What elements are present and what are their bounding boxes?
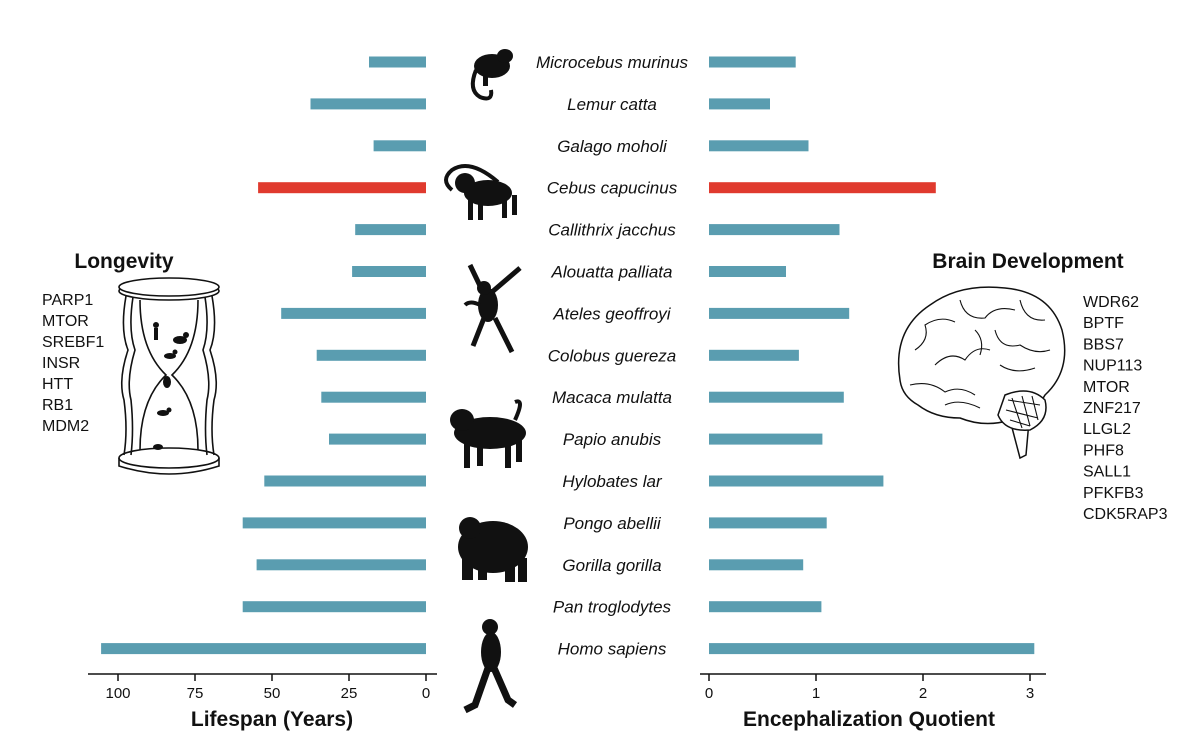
lifespan-bar [352,266,426,277]
hourglass-icon [118,277,220,475]
lifespan-axis: 100 75 50 25 0 Lifespan (Years) [88,673,437,731]
lifespan-tick-label: 100 [105,685,130,702]
brain-gene: NUP113 [1083,358,1142,375]
species-label: Lemur catta [567,95,657,114]
spider-monkey-icon [463,263,522,354]
lifespan-tick-label: 75 [187,685,204,702]
brain-gene: MTOR [1083,379,1130,396]
brain-icon [897,286,1066,460]
lifespan-bar [355,224,426,236]
eq-bar [709,98,770,110]
lifespan-bar [369,56,426,68]
eq-bar [709,266,786,277]
species-label: Alouatta palliata [551,263,673,282]
longevity-gene: HTT [42,376,73,393]
baboon-icon [450,399,526,468]
brain-gene: WDR62 [1083,294,1139,311]
eq-bar [709,601,822,613]
species-label: Cebus capucinus [547,179,678,198]
lifespan-tick-label: 50 [264,685,281,702]
species-label: Gorilla gorilla [562,556,661,575]
eq-bar [709,349,799,361]
eq-bar [709,224,840,236]
lifespan-tick-label: 0 [422,685,430,702]
lifespan-bar [321,391,426,403]
eq-tick-label: 0 [705,685,713,702]
brain-gene: CDK5RAP3 [1083,506,1168,523]
lifespan-bars [101,56,426,655]
eq-bar [709,517,827,529]
lifespan-bar [329,433,426,445]
species-label: Pongo abellii [563,514,662,533]
brain-gene: BBS7 [1083,336,1124,353]
longevity-title: Longevity [74,250,173,273]
eq-bar [709,307,850,319]
longevity-gene: SREBF1 [42,334,104,351]
lifespan-bar [310,98,426,110]
lifespan-bar [281,307,426,319]
lifespan-bar [373,140,426,152]
gorilla-icon [458,517,528,582]
lifespan-tick-label: 25 [341,685,358,702]
brain-gene: PHF8 [1083,442,1124,459]
brain-gene-list: WDR62 BPTF BBS7 NUP113 MTOR ZNF217 LLGL2 PHF8 SA… [1083,294,1168,523]
species-label: Callithrix jacchus [548,221,676,240]
eq-bar [709,559,804,571]
species-label: Homo sapiens [558,640,667,659]
brain-gene: LLGL2 [1083,421,1131,438]
eq-bars [709,56,1035,655]
lifespan-bar [256,559,426,571]
eq-axis-title: Encephalization Quotient [743,708,995,731]
brain-gene: PFKFB3 [1083,485,1144,502]
longevity-gene: INSR [42,355,80,372]
eq-bar [709,140,809,152]
mouse-lemur-icon [470,49,513,101]
primate-silhouettes [444,49,528,714]
lifespan-bar [258,182,426,194]
species-labels: Microcebus murinus Lemur catta Galago moho… [536,53,689,659]
eq-bar [709,475,884,487]
eq-bar [709,433,823,445]
longevity-gene: PARP1 [42,292,93,309]
eq-bar [709,643,1035,655]
species-label: Hylobates lar [562,472,663,491]
lifespan-bar [242,517,426,529]
lifespan-bar [264,475,426,487]
lifespan-bar [242,601,426,613]
lifespan-bar [101,643,426,655]
species-label: Ateles geoffroyi [552,304,671,323]
lifespan-bar [316,349,426,361]
species-label: Colobus guereza [548,346,677,365]
capuchin-icon [444,164,517,220]
longevity-gene: RB1 [42,397,73,414]
brain-development-title: Brain Development [932,250,1123,273]
eq-tick-label: 2 [919,685,927,702]
lifespan-axis-title: Lifespan (Years) [191,708,353,731]
species-label: Papio anubis [563,430,662,449]
eq-bar [709,56,796,68]
eq-bar [709,391,844,403]
brain-gene: BPTF [1083,315,1124,332]
human-icon [463,619,518,714]
longevity-gene: MDM2 [42,418,89,435]
eq-axis: 0 1 2 3 Encephalization Quotient [700,673,1046,731]
eq-tick-label: 3 [1026,685,1034,702]
longevity-gene-list: PARP1 MTOR SREBF1 INSR HTT RB1 MDM2 [42,292,104,435]
longevity-gene: MTOR [42,313,89,330]
eq-tick-label: 1 [812,685,820,702]
eq-bar [709,182,936,194]
species-label: Galago moholi [557,137,668,156]
species-label: Macaca mulatta [552,388,672,407]
species-label: Pan troglodytes [553,598,672,617]
brain-gene: ZNF217 [1083,400,1141,417]
brain-gene: SALL1 [1083,464,1131,481]
species-label: Microcebus murinus [536,53,689,72]
